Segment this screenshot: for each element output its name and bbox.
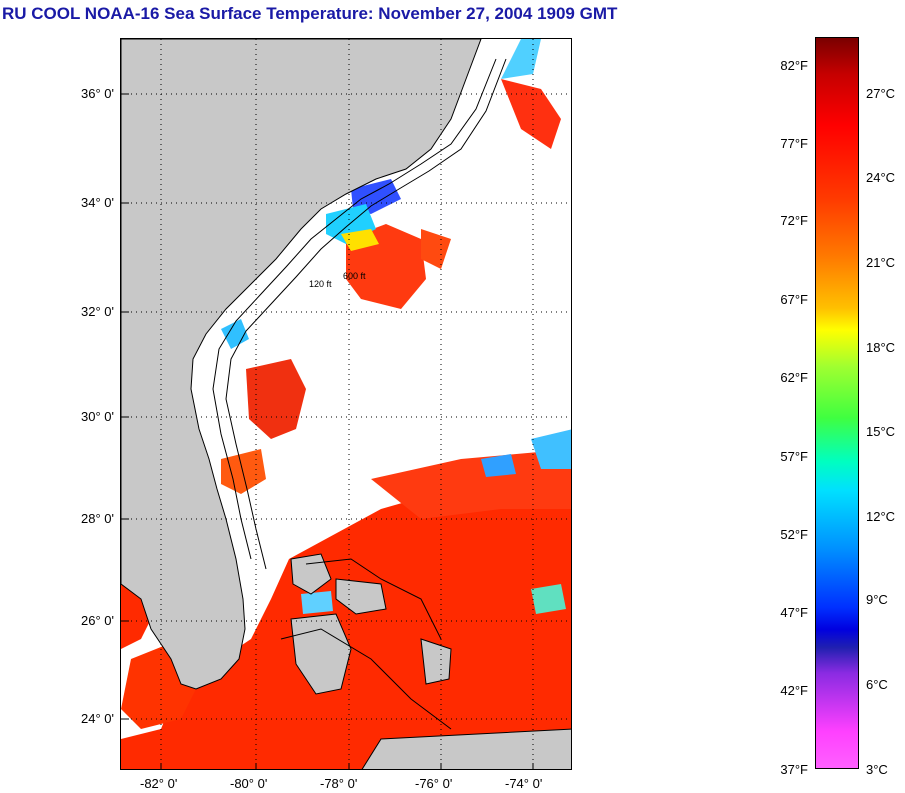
colorbar-label-37f: 37°F	[780, 762, 808, 777]
colorbar-label-6c: 6°C	[866, 677, 888, 692]
colorbar-label-57f: 57°F	[780, 449, 808, 464]
lat-label-26: 26° 0'	[81, 613, 114, 628]
colorbar-label-47f: 47°F	[780, 605, 808, 620]
colorbar-label-77f: 77°F	[780, 136, 808, 151]
sst-map: 120 ft 600 ft	[120, 38, 572, 770]
sst-warm-patches	[121, 79, 571, 769]
land-mass	[121, 39, 482, 690]
isobath-label-120: 120 ft	[309, 279, 332, 289]
colorbar-label-12c: 12°C	[866, 509, 896, 524]
lon-label-80: -80° 0'	[230, 776, 268, 791]
axis-ticks	[121, 93, 534, 769]
colorbar-label-27c: 27°C	[866, 86, 896, 101]
lat-label-24: 24° 0'	[81, 711, 114, 726]
colorbar-label-9c: 9°C	[866, 592, 888, 607]
colorbar-label-82f: 82°F	[780, 58, 808, 73]
colorbar-label-21c: 21°C	[866, 255, 896, 270]
temperature-colorbar	[815, 37, 859, 769]
islands	[290, 553, 571, 769]
lat-label-34: 34° 0'	[81, 195, 114, 210]
colorbar-label-62f: 62°F	[780, 370, 808, 385]
lon-label-78: -78° 0'	[320, 776, 358, 791]
colorbar-label-67f: 67°F	[780, 292, 808, 307]
lon-label-82: -82° 0'	[140, 776, 178, 791]
map-title: RU COOL NOAA-16 Sea Surface Temperature:…	[2, 4, 618, 23]
lon-label-76: -76° 0'	[415, 776, 453, 791]
lon-label-74: -74° 0'	[505, 776, 543, 791]
lat-label-30: 30° 0'	[81, 409, 114, 424]
graticule	[121, 39, 571, 769]
colorbar-label-42f: 42°F	[780, 683, 808, 698]
sst-map-canvas: 120 ft 600 ft	[121, 39, 571, 769]
colorbar-label-52f: 52°F	[780, 527, 808, 542]
colorbar-label-72f: 72°F	[780, 213, 808, 228]
colorbar-label-24c: 24°C	[866, 170, 896, 185]
colorbar-label-18c: 18°C	[866, 340, 896, 355]
lat-label-28: 28° 0'	[81, 511, 114, 526]
lat-label-32: 32° 0'	[81, 304, 114, 319]
isobath-contours	[212, 58, 507, 730]
isobath-label-600: 600 ft	[343, 271, 366, 281]
colorbar-label-15c: 15°C	[866, 424, 896, 439]
colorbar-label-3c: 3°C	[866, 762, 888, 777]
lat-label-36: 36° 0'	[81, 86, 114, 101]
